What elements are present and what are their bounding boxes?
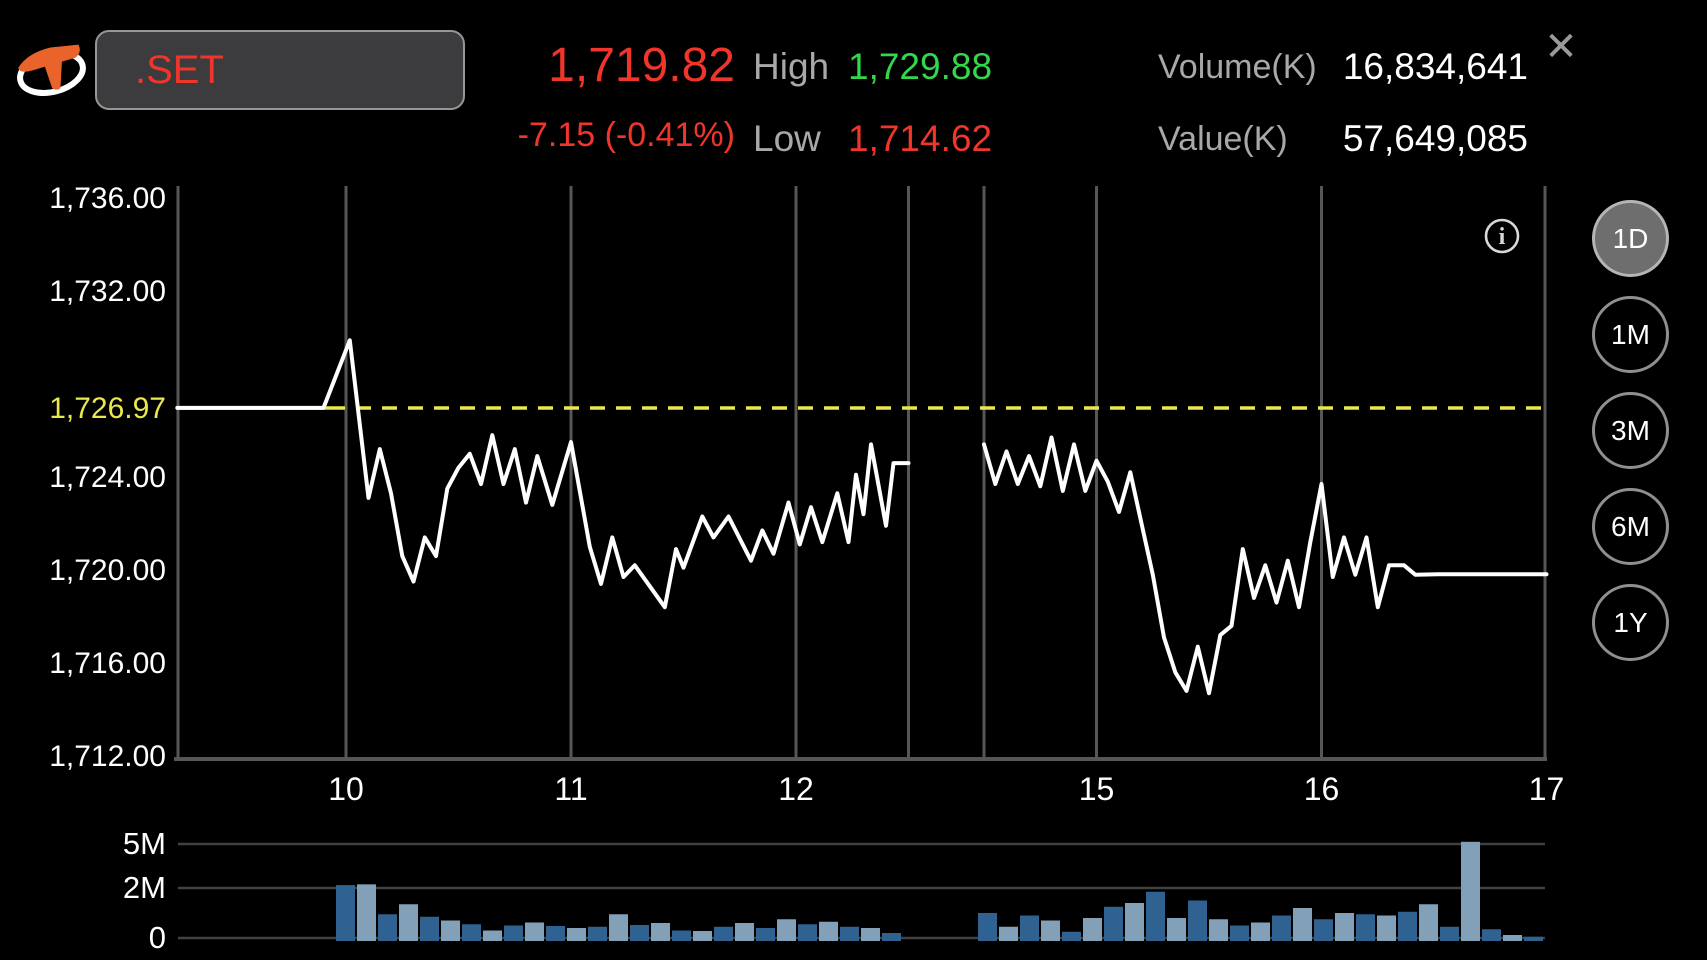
close-icon[interactable]: ✕ — [1544, 25, 1578, 69]
volume-bar — [1020, 915, 1039, 941]
value-label: Value(K) — [1158, 120, 1288, 158]
time-axis-label: 12 — [778, 771, 814, 807]
volume-bar — [714, 926, 733, 941]
volume-bar — [819, 921, 838, 941]
volume-bar — [1335, 913, 1354, 941]
volume-bar — [630, 925, 649, 941]
volume-bar — [1503, 935, 1522, 941]
volume-bar — [756, 928, 775, 941]
volume-bar — [1356, 914, 1375, 941]
volume-bar — [1293, 908, 1312, 941]
volume-bar — [483, 930, 502, 941]
symbol-text: .SET — [135, 47, 224, 92]
high-label: High — [753, 46, 830, 87]
volume-bar — [588, 926, 607, 941]
range-button-1d[interactable]: 1D — [1592, 200, 1669, 277]
volume-axis-label: 5M — [123, 826, 166, 861]
volume-bar — [1482, 929, 1501, 941]
volume-bar — [1083, 918, 1102, 941]
volume-bar — [1062, 931, 1081, 941]
volume-bar — [525, 922, 544, 941]
volume-bar — [1314, 919, 1333, 941]
volume-bar — [651, 923, 670, 941]
low-value: 1,714.62 — [848, 118, 993, 159]
time-axis-label: 17 — [1529, 771, 1565, 807]
volume-bar — [1251, 922, 1270, 941]
price-axis-label: 1,724.00 — [49, 461, 166, 494]
volume-bar — [840, 926, 859, 941]
volume-value: 16,834,641 — [1342, 46, 1528, 87]
volume-bar — [693, 931, 712, 941]
volume-bar — [1272, 915, 1291, 941]
volume-bar — [1167, 918, 1186, 941]
volume-axis-label: 0 — [149, 920, 166, 955]
price-axis-label: 1,712.00 — [49, 740, 166, 773]
time-axis-label: 16 — [1304, 771, 1340, 807]
volume-bar — [399, 904, 418, 941]
volume-bar — [999, 926, 1018, 941]
high-value: 1,729.88 — [848, 46, 993, 87]
time-axis-label: 11 — [554, 771, 587, 807]
volume-axis-label: 2M — [123, 870, 166, 905]
volume-bar — [1377, 915, 1396, 941]
prev-close-axis-label: 1,726.97 — [49, 392, 166, 425]
price-axis-label: 1,736.00 — [49, 182, 166, 215]
volume-bar — [1398, 911, 1417, 941]
volume-bar — [1104, 906, 1123, 941]
volume-bar — [882, 933, 901, 941]
symbol-input[interactable]: .SET — [95, 30, 465, 110]
volume-bar — [978, 913, 997, 941]
volume-bar — [1230, 925, 1249, 941]
volume-bar — [1419, 904, 1438, 941]
time-axis-label: 10 — [328, 771, 364, 807]
low-label: Low — [753, 118, 821, 159]
volume-bar — [1188, 900, 1207, 941]
volume-bar — [1209, 919, 1228, 941]
time-axis-label: 15 — [1079, 771, 1115, 807]
volume-bar — [1125, 903, 1144, 941]
price-change: -7.15 (-0.41%) — [517, 116, 735, 154]
svg-text:i: i — [1499, 224, 1506, 250]
volume-bar — [420, 916, 439, 941]
volume-bar — [441, 920, 460, 941]
price-axis-label: 1,720.00 — [49, 554, 166, 587]
price-line-afternoon — [982, 435, 1549, 696]
volume-bar — [462, 924, 481, 941]
volume-bar — [504, 925, 523, 941]
volume-bar — [567, 928, 586, 941]
volume-bar — [609, 914, 628, 941]
volume-bar — [546, 926, 565, 941]
volume-bar — [357, 884, 376, 941]
volume-label: Volume(K) — [1158, 48, 1317, 86]
volume-bar — [777, 919, 796, 941]
volume-bar — [378, 914, 397, 941]
broker-logo-icon — [17, 44, 86, 96]
price-line-morning — [175, 338, 911, 610]
range-button-6m[interactable]: 6M — [1592, 488, 1669, 565]
volume-bar — [861, 928, 880, 941]
volume-bar — [672, 930, 691, 941]
price-axis-label: 1,716.00 — [49, 647, 166, 680]
volume-bar — [1440, 926, 1459, 941]
range-button-1y[interactable]: 1Y — [1592, 584, 1669, 661]
info-icon[interactable]: i — [1483, 217, 1521, 255]
volume-bar — [1146, 891, 1165, 941]
volume-bar — [798, 924, 817, 941]
volume-bar — [1461, 841, 1480, 941]
volume-bar — [735, 923, 754, 941]
last-price: 1,719.82 — [548, 39, 735, 92]
range-button-3m[interactable]: 3M — [1592, 392, 1669, 469]
range-button-1m[interactable]: 1M — [1592, 296, 1669, 373]
price-axis-label: 1,732.00 — [49, 275, 166, 308]
volume-bar — [1041, 920, 1060, 941]
value-value: 57,649,085 — [1342, 118, 1528, 159]
volume-bar — [336, 885, 355, 941]
volume-bar — [1524, 936, 1543, 941]
